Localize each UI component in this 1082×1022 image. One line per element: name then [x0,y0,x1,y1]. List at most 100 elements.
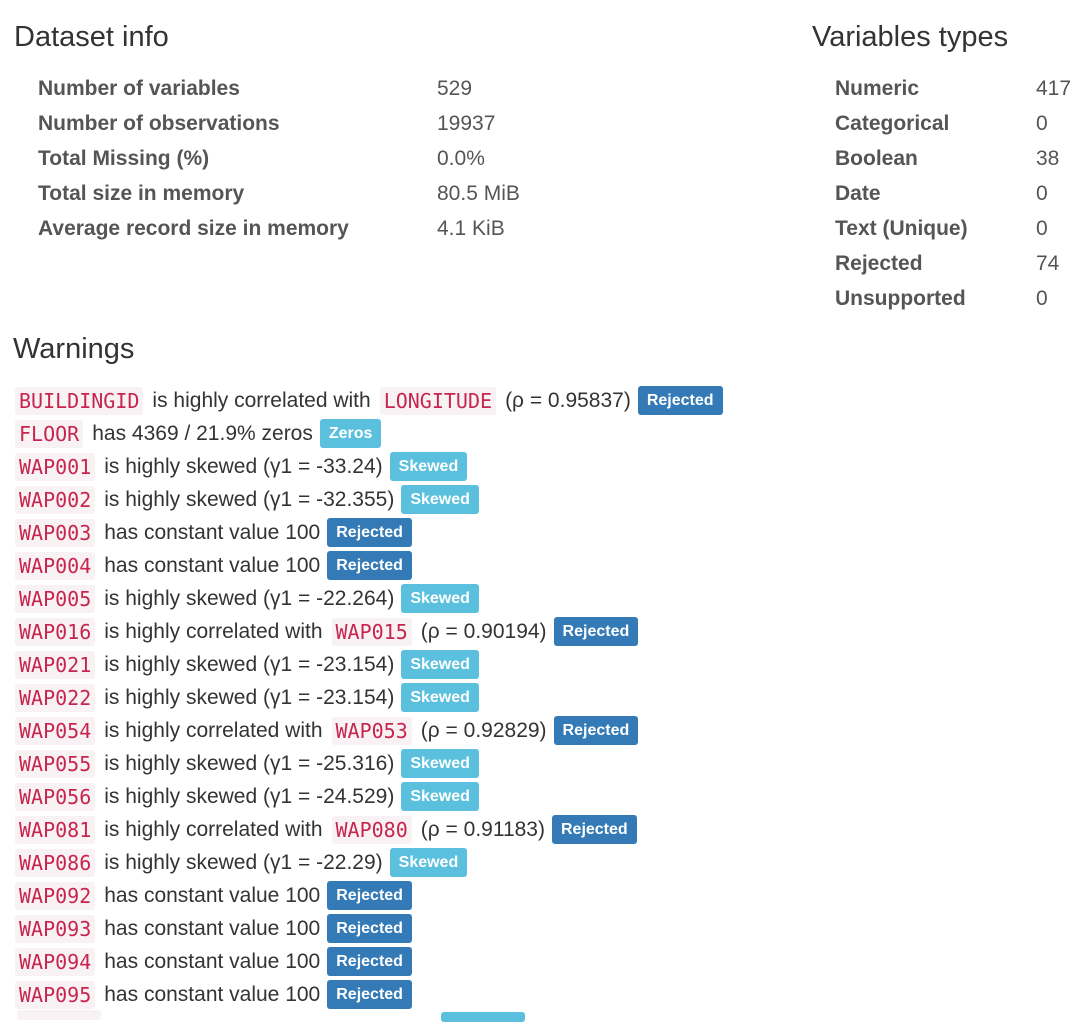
warning-row: WAP093 has constant value 100 Rejected [15,912,1075,945]
warning-message: is highly skewed (γ1 = -24.529) [104,784,395,808]
warning-variable-name: WAP056 [15,782,96,811]
warning-variable-name: WAP016 [15,617,96,646]
warning-message: has constant value 100 [104,982,321,1006]
warnings-list: BUILDINGID is highly correlated with LONGI… [15,384,1075,1011]
warning-row: WAP022 is highly skewed (γ1 = -23.154) Ske… [15,681,1075,714]
warning-badge-skewed: Skewed [389,452,468,481]
warning-message: is highly skewed (γ1 = -33.24) [104,454,383,478]
warning-badge-rejected: Rejected [327,947,412,976]
warning-badge-rejected: Rejected [553,716,639,745]
variable-type-value: 38 [1036,146,1060,170]
dataset-info-row: Total Missing (%) 0.0% [38,141,520,176]
warning-message: is highly correlated with [152,388,371,412]
warning-badge-skewed: Skewed [401,782,479,811]
warning-variable-name: WAP003 [15,518,96,547]
dataset-info-row: Number of variables 529 [38,71,520,106]
warning-badge-rejected: Rejected [327,881,412,910]
warning-message: has constant value 100 [104,916,321,940]
warning-correlation-value: (ρ = 0.91183) [420,817,545,841]
warning-message: is highly skewed (γ1 = -32.355) [104,487,395,511]
warning-row: WAP055 is highly skewed (γ1 = -25.316) Ske… [15,747,1075,780]
warning-message: has 4369 / 21.9% zeros [92,421,313,445]
warning-variable-name: WAP005 [15,584,96,613]
warning-row: WAP004 has constant value 100 Rejected [15,549,1075,582]
warning-correlated-variable: WAP053 [331,716,412,745]
warning-variable-name: WAP022 [15,683,96,712]
warning-row: WAP086 is highly skewed (γ1 = -22.29) Skew… [15,846,1075,879]
warning-variable-name: WAP001 [15,452,96,481]
warning-variable-name: WAP094 [15,947,96,976]
warning-variable-name: WAP095 [15,980,96,1009]
dataset-info-value: 0.0% [437,146,485,170]
dataset-info-label: Total size in memory [38,181,245,205]
warning-row: BUILDINGID is highly correlated with LONGI… [15,384,1075,417]
variable-type-label: Boolean [835,146,918,170]
warning-row: WAP081 is highly correlated with WAP080 (ρ … [15,813,1075,846]
dataset-info-value: 529 [437,76,473,100]
warning-row: WAP001 is highly skewed (γ1 = -33.24) Skew… [15,450,1075,483]
warning-row: WAP054 is highly correlated with WAP053 (ρ … [15,714,1075,747]
warning-message: is highly skewed (γ1 = -22.264) [104,586,395,610]
dataset-info-label: Average record size in memory [38,216,349,240]
warning-row: WAP092 has constant value 100 Rejected [15,879,1075,912]
warning-variable-name: WAP002 [15,485,96,514]
warning-variable-name: BUILDINGID [15,386,144,415]
variable-types-title: Variables types [812,21,1009,53]
warning-variable-name: WAP093 [15,914,96,943]
warning-row: WAP002 is highly skewed (γ1 = -32.355) Ske… [15,483,1075,516]
variable-type-value: 417 [1036,76,1072,100]
warning-badge-skewed: Skewed [401,650,479,679]
variable-type-row: Categorical 0 [835,106,1071,141]
warning-row: WAP056 is highly skewed (γ1 = -24.529) Ske… [15,780,1075,813]
warning-row-partial-badge [441,1012,525,1022]
variable-type-row: Rejected 74 [835,246,1071,281]
dataset-info-label: Total Missing (%) [38,146,210,170]
warning-badge-zeros: Zeros [319,419,382,448]
warning-variable-name: WAP086 [15,848,96,877]
warning-badge-skewed: Skewed [401,584,479,613]
variable-type-value: 0 [1036,216,1048,240]
variable-type-value: 0 [1036,111,1048,135]
variable-type-label: Rejected [835,251,923,275]
warning-message: has constant value 100 [104,520,321,544]
warning-correlated-variable: WAP080 [331,815,412,844]
dataset-info-value: 80.5 MiB [437,181,520,205]
warning-row: FLOOR has 4369 / 21.9% zeros Zeros [15,417,1075,450]
dataset-info-title: Dataset info [14,21,169,53]
dataset-info-value: 4.1 KiB [437,216,505,240]
warning-variable-name: WAP092 [15,881,96,910]
warning-message: is highly skewed (γ1 = -25.316) [104,751,395,775]
warning-message: is highly skewed (γ1 = -23.154) [104,652,395,676]
warning-row: WAP095 has constant value 100 Rejected [15,978,1075,1011]
warning-badge-rejected: Rejected [327,551,412,580]
warning-row: WAP005 is highly skewed (γ1 = -22.264) Ske… [15,582,1075,615]
warning-variable-name: WAP054 [15,716,96,745]
warning-badge-rejected: Rejected [553,617,639,646]
variable-type-row: Date 0 [835,176,1071,211]
dataset-info-table: Number of variables 529 Number of observat… [38,71,520,246]
warning-row: WAP094 has constant value 100 Rejected [15,945,1075,978]
warning-badge-skewed: Skewed [401,749,479,778]
variable-type-label: Unsupported [835,286,966,310]
variable-type-value: 0 [1036,286,1048,310]
warning-message: has constant value 100 [104,553,321,577]
variable-type-row: Boolean 38 [835,141,1071,176]
warning-variable-name: WAP021 [15,650,96,679]
warning-badge-rejected: Rejected [551,815,637,844]
variable-type-label: Numeric [835,76,920,100]
warning-message: has constant value 100 [104,883,321,907]
warning-row: WAP021 is highly skewed (γ1 = -23.154) Ske… [15,648,1075,681]
warning-row: WAP003 has constant value 100 Rejected [15,516,1075,549]
warning-badge-rejected: Rejected [637,386,723,415]
warning-badge-skewed: Skewed [389,848,468,877]
variable-type-label: Text (Unique) [835,216,968,240]
dataset-info-row: Average record size in memory 4.1 KiB [38,211,520,246]
warning-badge-rejected: Rejected [327,914,412,943]
warning-message: is highly correlated with [104,619,323,643]
warning-correlation-value: (ρ = 0.95837) [505,388,631,412]
warning-badge-rejected: Rejected [327,980,412,1009]
warning-message: is highly skewed (γ1 = -22.29) [104,850,383,874]
warning-correlation-value: (ρ = 0.92829) [420,718,547,742]
dataset-info-value: 19937 [437,111,496,135]
dataset-info-label: Number of variables [38,76,240,100]
